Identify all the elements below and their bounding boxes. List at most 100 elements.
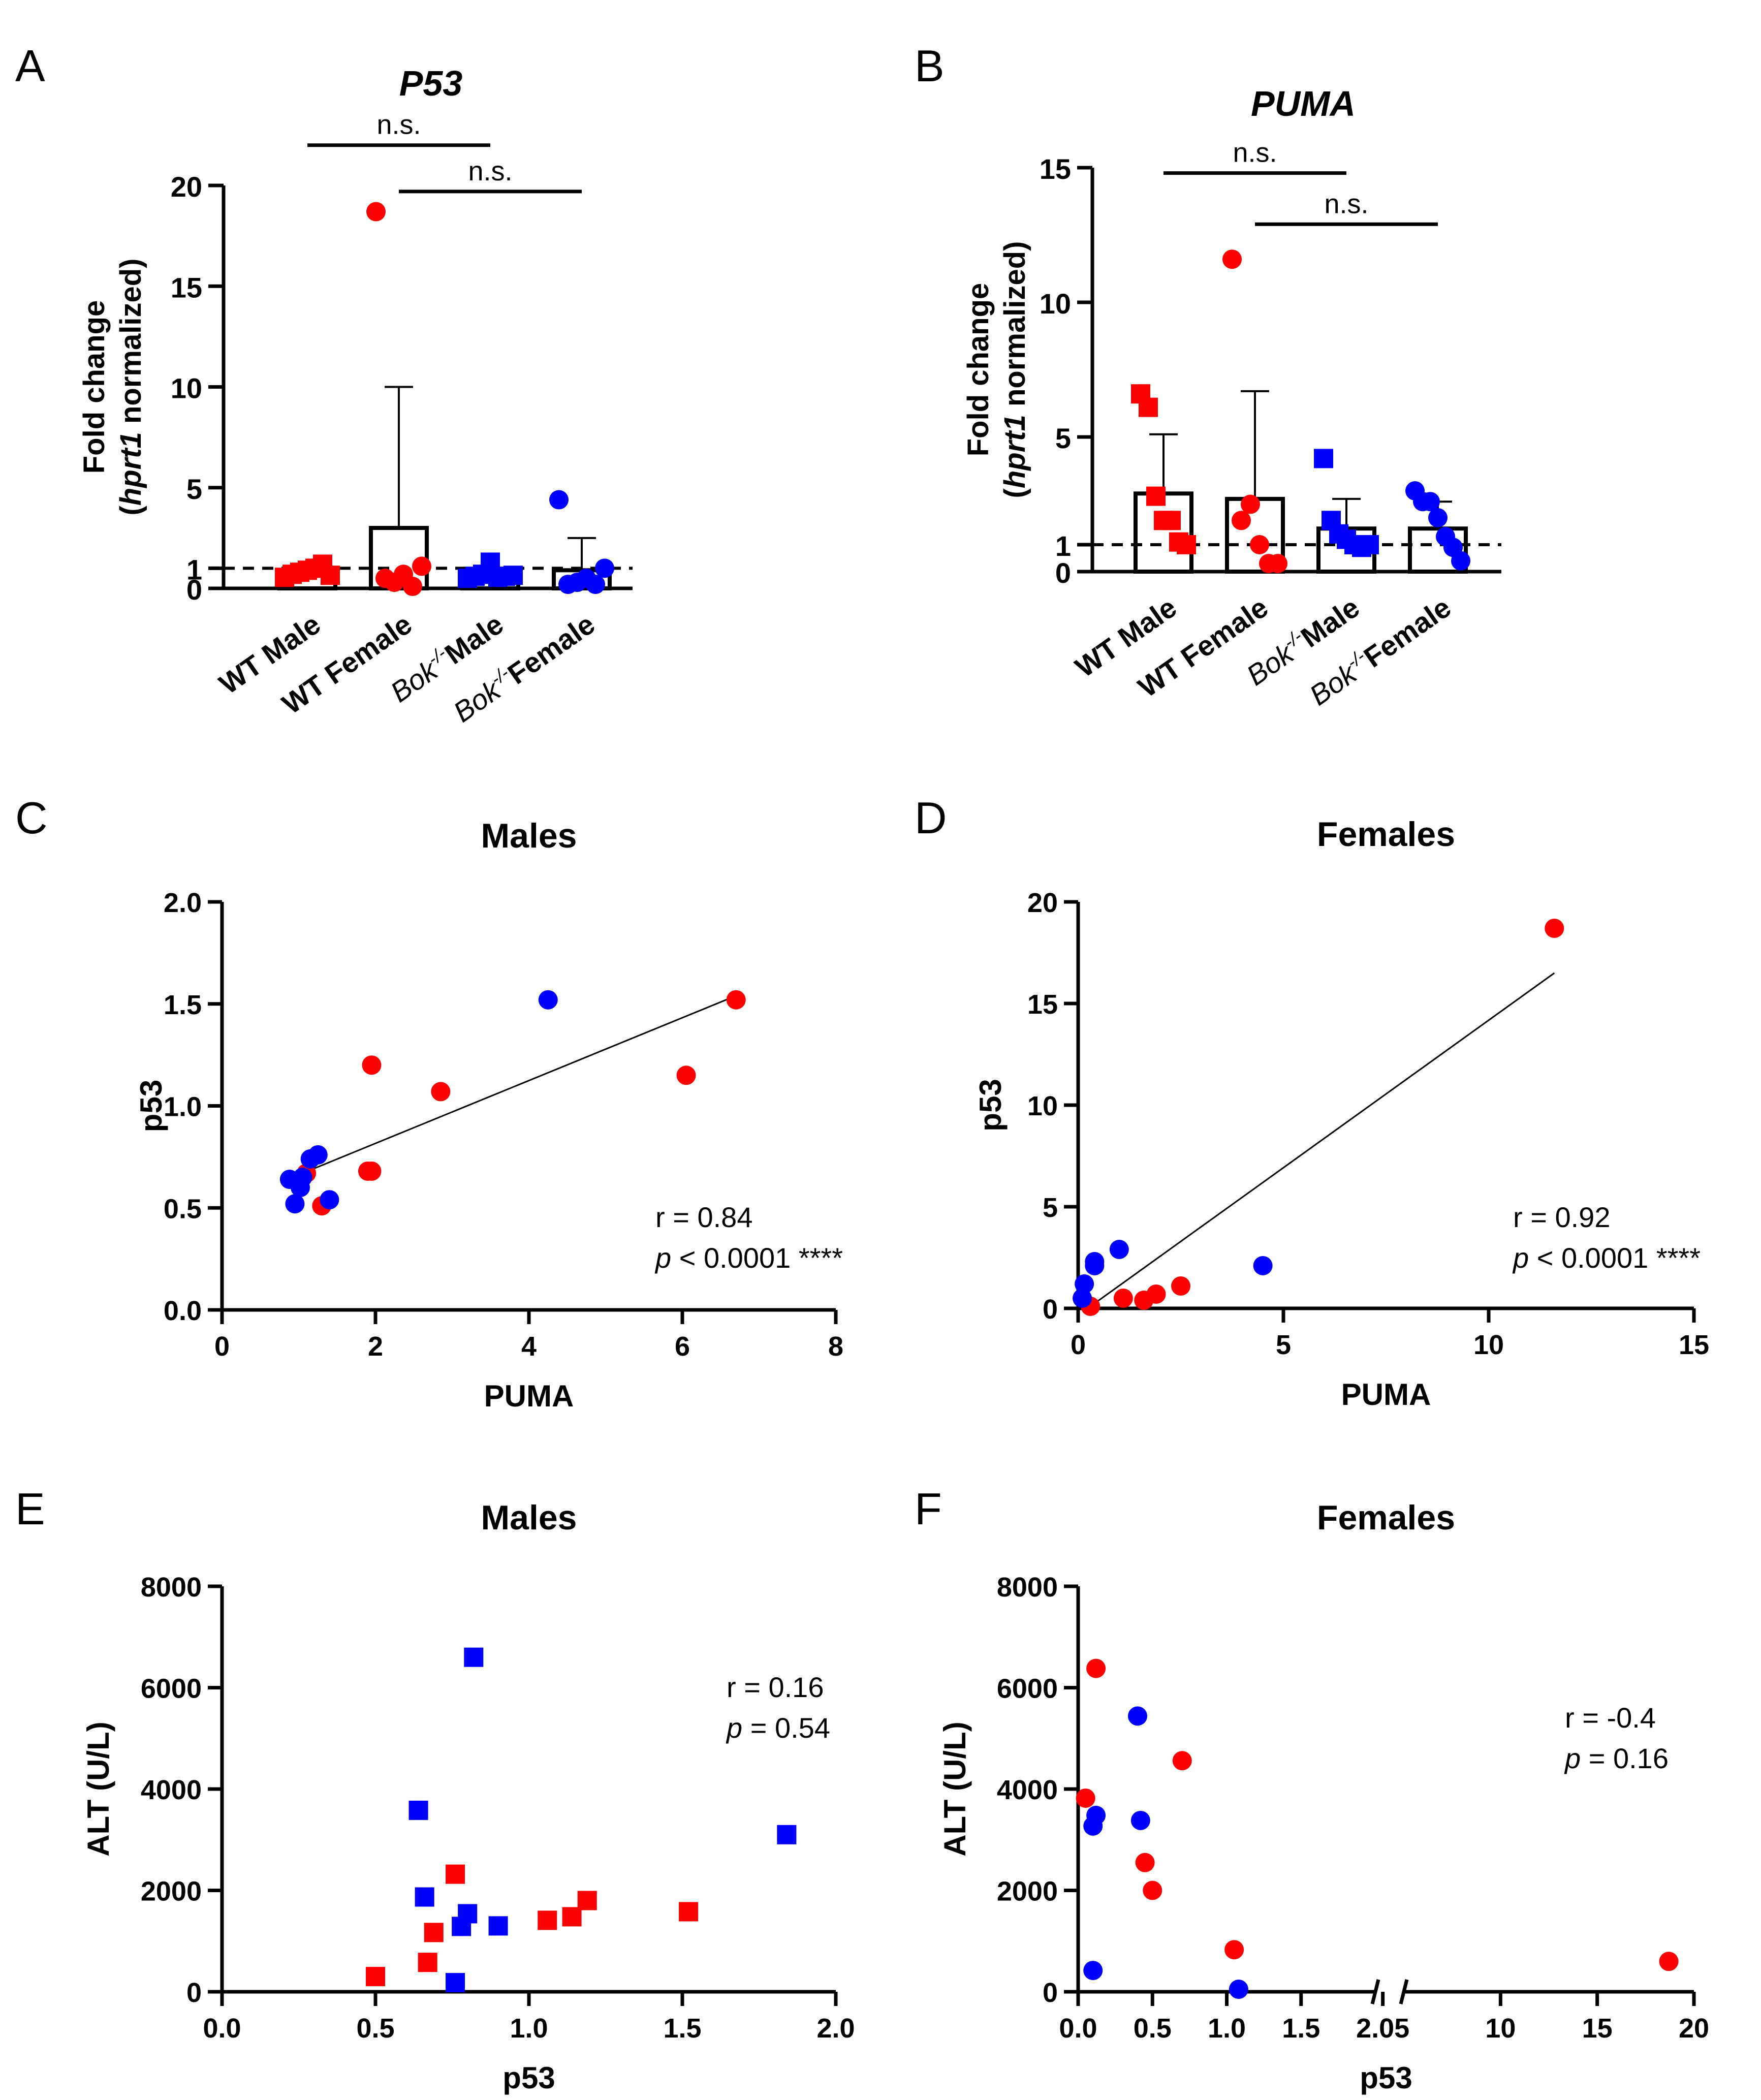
x-tick-label: 6 [675,1331,690,1362]
data-point [1113,1289,1133,1308]
data-point [1083,1961,1103,1981]
y-tick-label: 5 [1055,422,1071,454]
chart-title: Females [1317,1498,1455,1537]
x-tick-label: 8 [828,1331,843,1362]
data-point [1161,511,1181,530]
panel-label: B [915,41,945,91]
data-point [1241,494,1260,514]
data-point [1135,1853,1155,1872]
data-point [1085,1252,1105,1271]
stats-p: p < 0.0001 **** [654,1242,843,1274]
data-point [1109,1240,1129,1259]
data-point [415,1887,434,1907]
data-point [320,1190,339,1210]
y-axis-label: p53 [134,1080,168,1132]
x-tick-label: 10 [1485,2013,1516,2044]
x-tick-label: 2.05 [1356,2013,1409,2044]
data-point [1360,535,1379,554]
y-tick-label: 8000 [141,1572,202,1603]
text-span: hprt1 [114,432,147,506]
data-point [586,575,605,594]
data-point [1128,1706,1147,1726]
text-span: hprt1 [998,415,1031,488]
y-tick-label: 4000 [141,1775,202,1805]
panel-D: D Females 0 5 10 15 20 0 5 10 15 PUMA p53 r = 0.92 p <… [915,793,1709,1412]
significance-label: n.s. [468,156,512,186]
data-point [726,990,746,1010]
data-point [1143,1880,1162,1900]
chart-title: Males [481,1498,577,1537]
data-point [1451,551,1470,571]
text-span: Female [502,608,601,690]
data-point [1139,397,1158,417]
y-tick-label: 1.0 [164,1092,202,1122]
text-span: ( [114,505,147,515]
x-tick-label: 0.5 [356,2013,394,2044]
data-point [408,1800,428,1820]
data-point [504,566,523,585]
x-tick-label: 0.0 [203,2013,241,2044]
data-point [1073,1289,1092,1308]
panel-E: E Males 0 2000 4000 6000 8000 0.0 0.5 1.0 1.5 2.0 p5… [15,1484,855,2095]
data-point [549,490,569,510]
stats-r: r = -0.4 [1565,1702,1656,1734]
data-point [321,566,340,585]
x-tick-label: 0 [214,1331,230,1362]
data-point [1421,492,1440,512]
data-point [293,1168,312,1187]
text-span: Male [1295,591,1365,653]
y-tick-label: 5 [186,473,202,505]
data-point [1428,508,1448,527]
significance-label: n.s. [1324,189,1368,219]
text-span: ( [998,488,1031,498]
y-tick-label: 2000 [997,1876,1058,1907]
y-tick-label: 8000 [997,1572,1058,1603]
chart-title: PUMA [1251,84,1356,123]
data-point [1224,1940,1244,1960]
text-span: normalized) [114,259,147,432]
x-tick-label: 4 [521,1331,537,1362]
y-tick-label: 0.0 [164,1296,202,1326]
y-tick-label: 0 [1055,557,1071,589]
y-axis-label: Fold change (hprt1 normalized) [962,241,1031,498]
data-point [1130,1810,1150,1830]
y-tick-label: 10 [171,372,202,404]
y-axis-label: Fold change (hprt1 normalized) [78,259,147,516]
data-point [464,1647,484,1667]
stats-r: r = 0.92 [1513,1201,1610,1233]
x-tick-label: 1.5 [663,2013,701,2044]
text-span: < 0.0001 **** [671,1242,843,1274]
y-tick-label: 0 [1043,1294,1058,1325]
data-point [1076,1788,1095,1808]
data-point [577,1891,597,1910]
data-point [1314,449,1333,468]
data-point [679,1902,699,1922]
text-span: normalized) [998,241,1031,415]
data-point [488,1916,508,1936]
y-tick-label: 1 [1055,530,1071,562]
data-point [1177,535,1196,554]
data-point [431,1082,451,1102]
text-span: p [1564,1742,1581,1774]
y-tick-label: 0 [1043,1978,1058,2008]
panel-label: F [915,1484,942,1534]
x-axis-label: p53 [502,2061,555,2095]
chart-title: Females [1317,815,1455,854]
data-point [1146,486,1166,506]
y-tick-label: 0 [186,1978,202,2008]
data-point [1075,1274,1094,1294]
data-point [1229,1980,1248,1999]
x-tick-label: 0.5 [1134,2013,1172,2044]
x-tick-label: 1.5 [1282,2013,1320,2044]
y-tick-label: 20 [1027,888,1058,918]
y-tick-label: 20 [171,171,202,203]
y-axis-label: ALT (U/L) [81,1721,115,1856]
data-point [1086,1805,1106,1825]
data-point [1253,1256,1273,1275]
data-point [1659,1952,1679,1971]
y-tick-label: 15 [1040,153,1071,185]
data-point [418,1953,437,1972]
data-point [538,1910,557,1930]
stats-p: p = 0.54 [726,1712,830,1744]
